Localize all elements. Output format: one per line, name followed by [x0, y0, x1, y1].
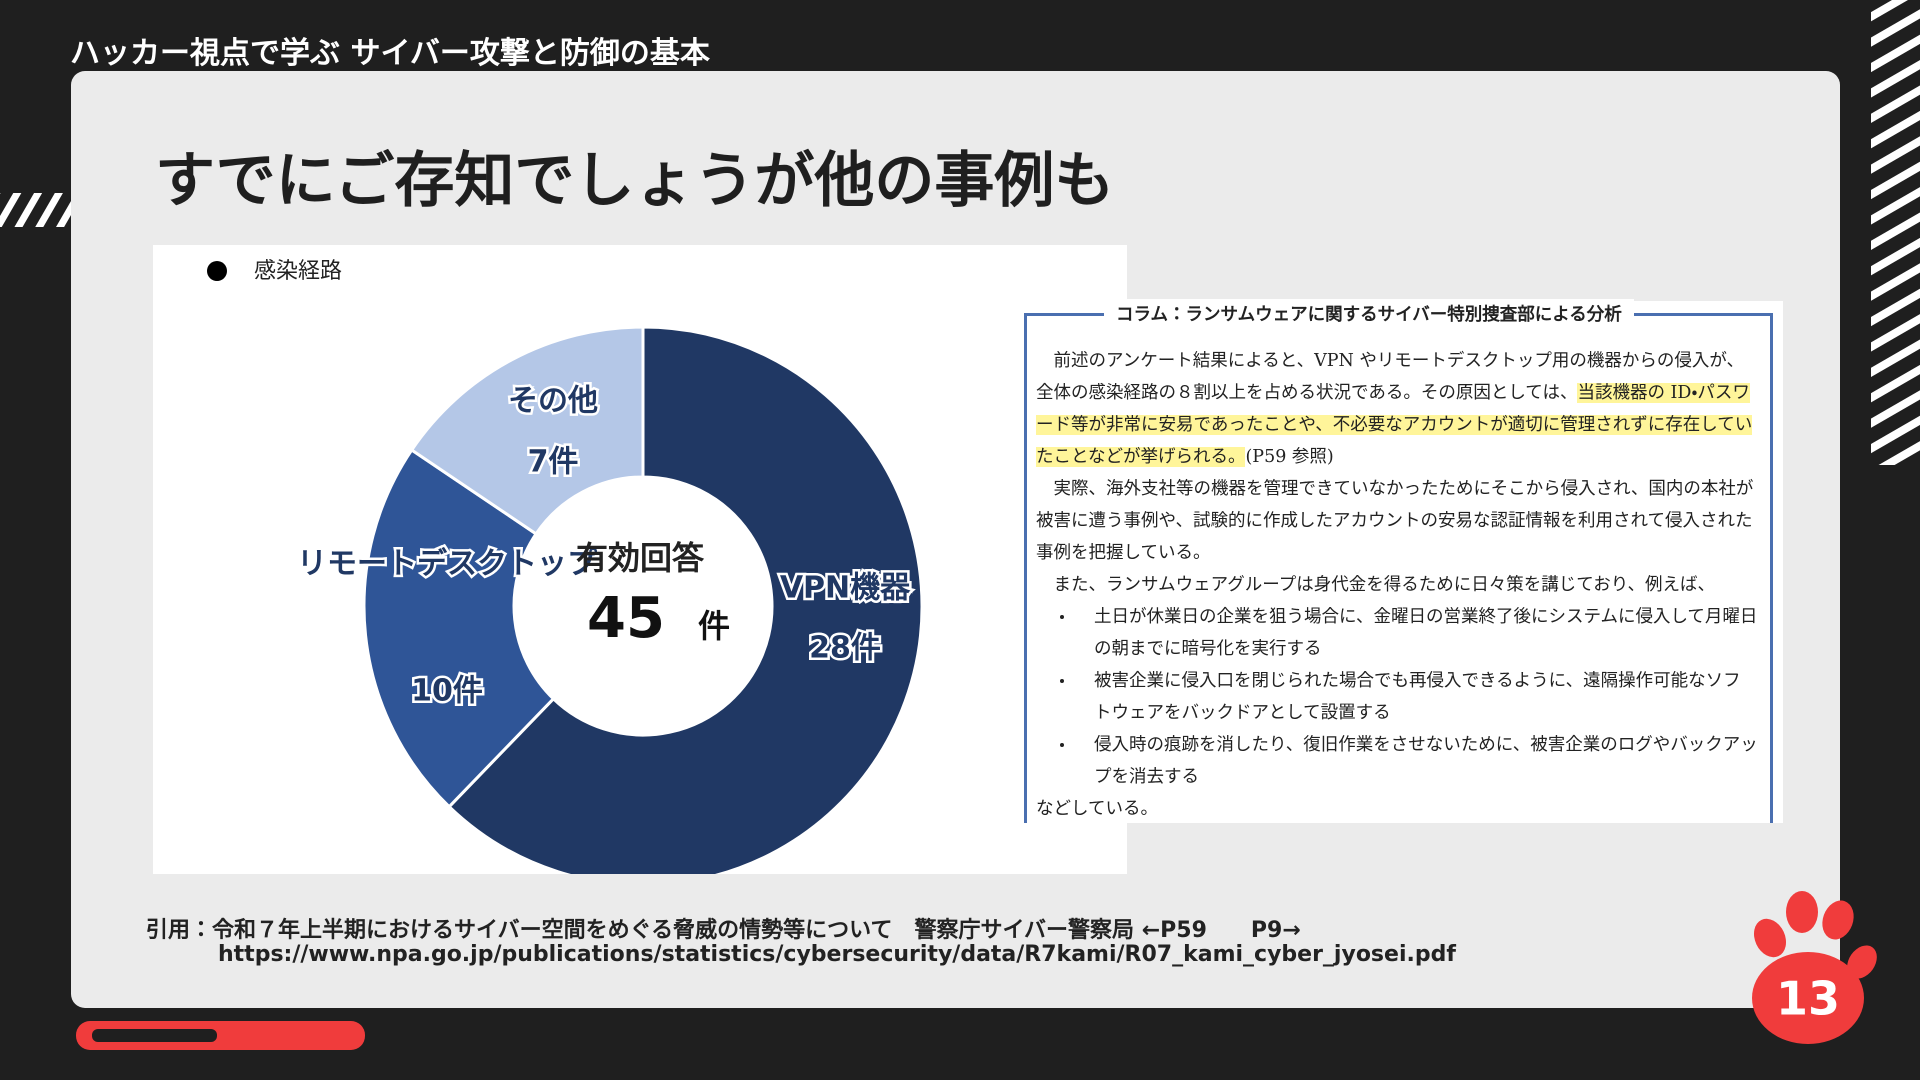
citation-text: 令和７年上半期におけるサイバー空間をめぐる脅威の情勢等について 警察庁サイバー警…: [212, 918, 1301, 943]
citation: 引用：令和７年上半期におけるサイバー空間をめぐる脅威の情勢等について 警察庁サイ…: [146, 912, 1301, 944]
series-title: ハッカー視点で学ぶ サイバー攻撃と防御の基本: [70, 36, 710, 71]
paragraph: また、ランサムウェアグループは身代金を得るために日々策を講じており、例えば、: [1053, 575, 1716, 595]
text: 被害企業に侵入口を閉じられた場合でも再侵入できるように、遠隔操作可能なソフトウェ…: [1094, 671, 1741, 723]
legend-label: 感染経路: [254, 259, 342, 284]
text: 前述のアンケート結果によると、VPN やリモートデスクトップ用の機器からの侵入が…: [1036, 351, 1745, 403]
paragraph: 実際、海外支社等の機器を管理できていなかったためにそこから侵入され、国内の本社が…: [1036, 479, 1754, 563]
donut-segment: [409, 325, 645, 536]
chart-panel: 感染経路 VPN機器 28件 リモートデスクトップ 10件 その他 7件有効回答 45 件: [153, 245, 1127, 887]
paragraph: 前述のアンケート結果によると、VPN やリモートデスクトップ用の機器からの侵入が…: [1036, 345, 1758, 473]
bullet: 土日が休業日の企業を狙う場合に、金曜日の営業終了後にシステムに侵入して月曜日の朝…: [1060, 601, 1758, 665]
stripe-band: [1871, 0, 1920, 465]
bullet: 被害企業に侵入口を閉じられた場合でも再侵入できるように、遠隔操作可能なソフトウェ…: [1060, 665, 1758, 729]
center-unit: 件: [698, 607, 730, 645]
legend-bullet: [207, 261, 227, 281]
value-label: 7件: [528, 445, 579, 480]
text: (P59 参照): [1245, 447, 1334, 467]
page-number: 13: [1776, 972, 1840, 1026]
citation-url: https://www.npa.go.jp/publications/stati…: [218, 942, 1456, 967]
category-label: その他: [508, 384, 598, 419]
paragraph: などしている。: [1036, 799, 1158, 819]
value-label: 28件: [809, 631, 881, 666]
bullet: 侵入時の痕跡を消したり、復旧作業をさせないために、被害企業のログやバックアップを…: [1060, 729, 1758, 793]
category-label: リモートデスクトップ: [297, 547, 598, 582]
progress-bar: [76, 1021, 365, 1050]
slide-title: すでにご存知でしょうが他の事例も: [155, 146, 1115, 216]
category-label: VPN機器: [780, 571, 911, 606]
text: 土日が休業日の企業を狙う場合に、金曜日の営業終了後にシステムに侵入して月曜日の朝…: [1094, 607, 1758, 659]
doc-title: コラム：ランサムウェアに関するサイバー特別捜査部による分析: [1104, 299, 1634, 331]
progress-fill: [92, 1029, 217, 1042]
donut-segment: [362, 447, 556, 809]
citation-label: 引用：: [146, 918, 213, 943]
bullet-list: 土日が休業日の企業を狙う場合に、金曜日の営業終了後にシステムに侵入して月曜日の朝…: [1036, 601, 1758, 793]
doc-body: 前述のアンケート結果によると、VPN やリモートデスクトップ用の機器からの侵入が…: [1036, 345, 1758, 825]
page-badge: 13: [1752, 891, 1877, 1044]
center-label: 有効回答: [576, 539, 705, 577]
center-value: 45: [587, 586, 665, 651]
text: 侵入時の痕跡を消したり、復旧作業をさせないために、被害企業のログやバックアップを…: [1094, 735, 1758, 787]
value-label: 10件: [411, 674, 483, 709]
document-excerpt: コラム：ランサムウェアに関するサイバー特別捜査部による分析 前述のアンケート結果…: [1024, 299, 1783, 825]
